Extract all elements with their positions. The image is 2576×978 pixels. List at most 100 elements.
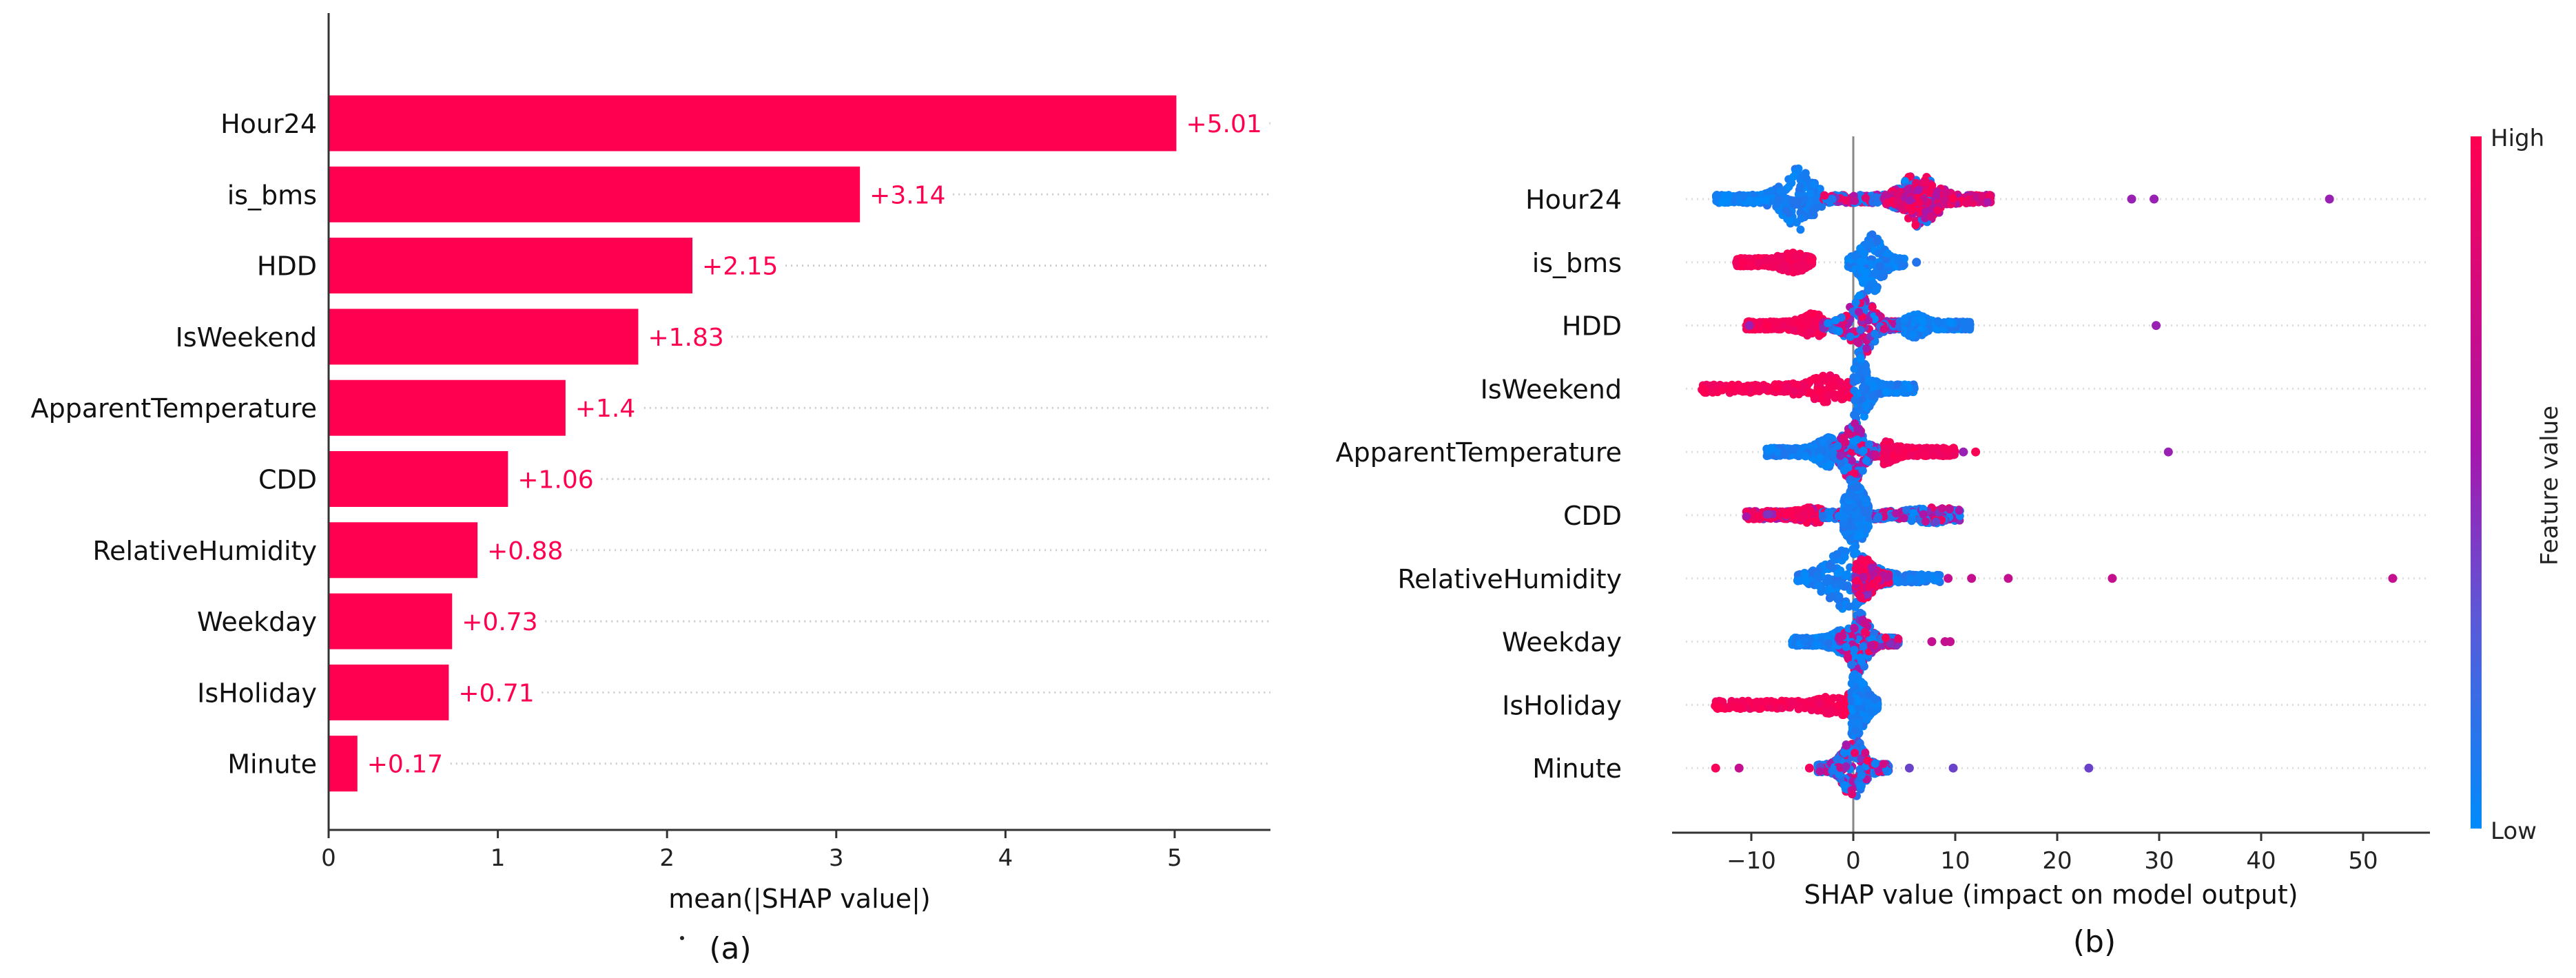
beeswarm-dot — [1847, 456, 1856, 465]
beeswarm-dot — [1941, 187, 1950, 196]
beeswarm-dot — [1815, 582, 1824, 591]
outlier-dot — [1971, 447, 1981, 457]
x-tick-label: 4 — [998, 844, 1013, 872]
beeswarm-dot — [1894, 189, 1903, 198]
beeswarm-dot — [1933, 206, 1942, 215]
beeswarm-dot — [1818, 512, 1827, 521]
beeswarm-dot — [1917, 315, 1926, 324]
beeswarm-dot — [1983, 198, 1992, 207]
outlier-dot — [2325, 194, 2334, 204]
beeswarm-dot — [1897, 254, 1906, 263]
beeswarm-dot — [1921, 178, 1930, 187]
bar — [329, 238, 693, 294]
beeswarm-dot — [1800, 570, 1809, 579]
beeswarm-dot — [1772, 318, 1781, 326]
beeswarm-dot — [1864, 316, 1873, 325]
beeswarm-dot — [1854, 424, 1863, 433]
x-tick-label: 1 — [491, 844, 506, 872]
beeswarm-dot — [1782, 510, 1791, 519]
beeswarm-dot — [1791, 386, 1800, 395]
beeswarm-dot — [1955, 506, 1964, 515]
beeswarm-dot — [1797, 214, 1806, 223]
category-label: IsWeekend — [176, 322, 317, 353]
beeswarm-dot — [1864, 236, 1873, 244]
x-tick-label: 5 — [1167, 844, 1182, 872]
beeswarm-dot — [1908, 515, 1917, 524]
outlier-dot — [2127, 194, 2136, 204]
bar — [329, 95, 1177, 152]
beeswarm-dot — [1850, 364, 1859, 373]
beeswarm-dot — [1781, 206, 1790, 215]
beeswarm-dot — [1940, 196, 1949, 205]
outlier-dot — [1967, 574, 1977, 583]
feature-label: RelativeHumidity — [1397, 564, 1622, 594]
beeswarm-dot — [1905, 196, 1914, 205]
feature-label: Weekday — [1502, 627, 1622, 658]
beeswarm-dot — [1851, 196, 1859, 205]
beeswarm-dot — [1813, 570, 1822, 579]
beeswarm-dot — [1892, 509, 1901, 518]
category-label: IsHoliday — [197, 678, 317, 708]
beeswarm-dot — [1784, 317, 1793, 326]
beeswarm-dot — [1899, 384, 1908, 393]
beeswarm-dot — [1915, 198, 1924, 207]
value-label: +0.71 — [458, 679, 534, 707]
beeswarm-dot — [1820, 376, 1829, 385]
beeswarm-dot — [1833, 441, 1842, 450]
beeswarm-dot — [1844, 602, 1853, 611]
beeswarm-dot — [1753, 384, 1762, 393]
beeswarm-dot — [1837, 395, 1846, 404]
beeswarm-dot — [1805, 316, 1814, 325]
value-label: +1.83 — [648, 324, 723, 352]
beeswarm-dot — [1879, 570, 1888, 579]
beeswarm-dot — [1857, 258, 1866, 267]
beeswarm-dot — [1766, 187, 1775, 196]
beeswarm-dot — [1977, 191, 1986, 200]
outlier-dot — [2152, 321, 2161, 331]
bar — [329, 166, 861, 222]
category-label: ApparentTemperature — [31, 393, 317, 424]
beeswarm-dot — [1879, 324, 1888, 333]
beeswarm-dot — [1738, 258, 1747, 267]
beeswarm-dot — [1959, 318, 1968, 326]
beeswarm-dot — [1908, 331, 1917, 340]
beeswarm-dot — [1873, 575, 1882, 584]
value-label: +0.17 — [367, 751, 443, 779]
beeswarm-dot — [1893, 197, 1902, 206]
outlier-dot — [1959, 447, 1968, 457]
beeswarm-dot — [1836, 451, 1845, 460]
outlier-dot — [2108, 574, 2117, 583]
beeswarm-dot — [1862, 344, 1871, 353]
beeswarm-dot — [1835, 601, 1844, 610]
beeswarm-dot — [1859, 572, 1868, 581]
beeswarm-dot — [1802, 174, 1811, 183]
beeswarm-dot — [1806, 376, 1815, 385]
beeswarm-dot — [1809, 207, 1818, 216]
beeswarm-dot — [1856, 325, 1865, 334]
beeswarm-dot — [1899, 448, 1908, 457]
beeswarm-dot — [1873, 237, 1882, 246]
beeswarm-dot — [1924, 318, 1933, 326]
bar — [329, 736, 358, 792]
bar — [329, 309, 639, 365]
beeswarm-dot — [1858, 466, 1867, 475]
beeswarm-dot — [1932, 191, 1941, 200]
beeswarm-dot — [1796, 182, 1805, 191]
beeswarm-dot — [1820, 191, 1829, 200]
beeswarm-dot — [1775, 264, 1784, 273]
beeswarm-dot — [1855, 531, 1864, 540]
beeswarm-dot — [1787, 178, 1796, 187]
beeswarm-dot — [1941, 444, 1950, 453]
beeswarm-dot — [1931, 576, 1940, 585]
beeswarm-dot — [1871, 329, 1879, 338]
beeswarm-dot — [1789, 326, 1798, 335]
value-label: +2.15 — [702, 253, 778, 281]
beeswarm-dot — [1712, 191, 1721, 200]
beeswarm-dot — [1901, 314, 1910, 323]
outlier-dot — [2150, 194, 2159, 204]
beeswarm-dot — [1815, 446, 1824, 455]
bar — [329, 522, 478, 579]
beeswarm-dot — [1838, 386, 1847, 395]
beeswarm-dot — [1754, 258, 1763, 267]
feature-label: IsHoliday — [1502, 690, 1622, 720]
